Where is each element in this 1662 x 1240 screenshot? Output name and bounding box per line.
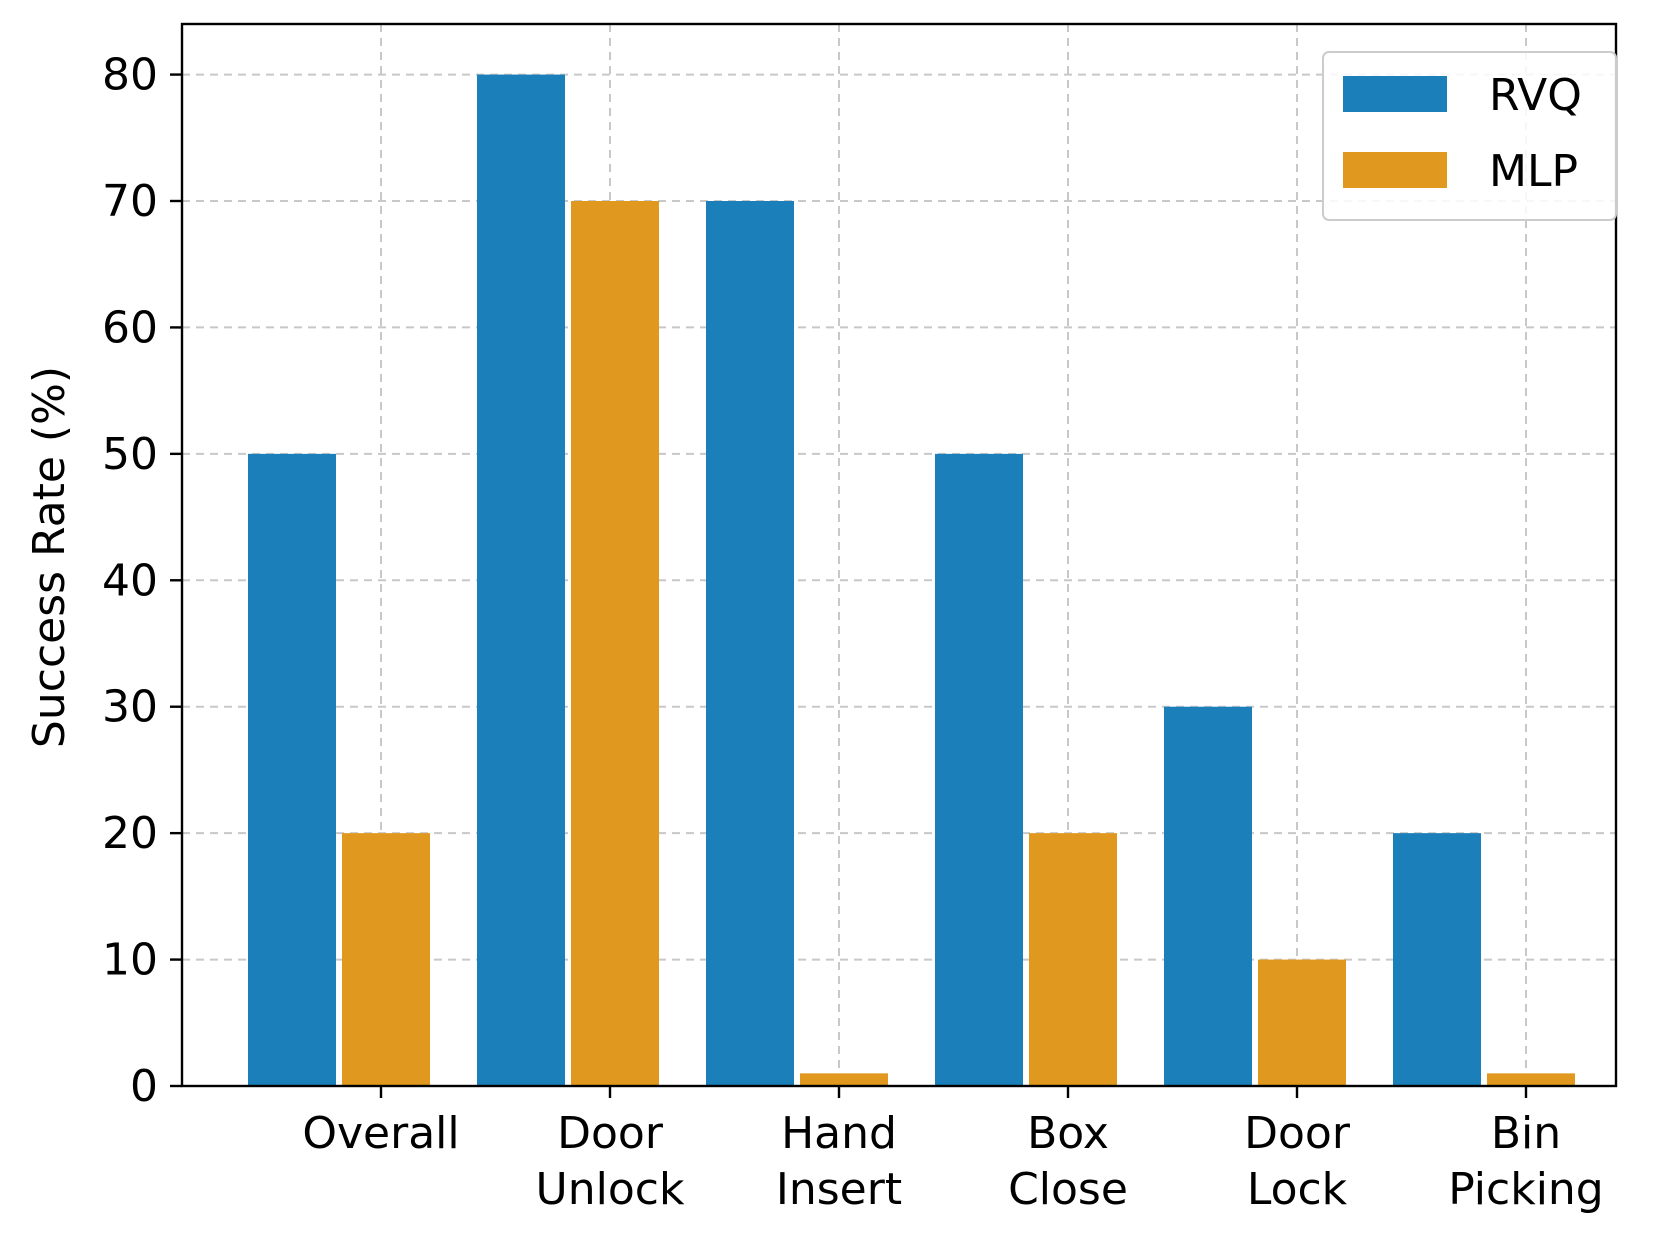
- bar-mlp-2: [571, 201, 659, 1086]
- y-tick-label: 10: [102, 935, 158, 986]
- x-tick-label: Door: [1244, 1108, 1351, 1159]
- legend-swatch-mlp: [1343, 152, 1447, 188]
- y-tick-label: 60: [102, 302, 158, 353]
- bar-mlp-1: [342, 833, 430, 1086]
- legend-label-mlp: MLP: [1489, 146, 1578, 197]
- y-tick-label: 0: [130, 1061, 158, 1112]
- x-tick-label: Unlock: [536, 1164, 685, 1215]
- x-tick-label: Bin: [1491, 1108, 1561, 1159]
- bar-rvq-5: [1164, 706, 1252, 1086]
- y-tick-label: 30: [102, 682, 158, 733]
- plot-frame: [180, 22, 1618, 1088]
- x-tick-label: Picking: [1448, 1164, 1604, 1215]
- bar-mlp-6: [1487, 1073, 1575, 1086]
- y-tick-label: 70: [102, 176, 158, 227]
- x-tick-label: Hand: [781, 1108, 897, 1159]
- x-tick-label: Close: [1008, 1164, 1128, 1215]
- bar-mlp-4: [1029, 833, 1117, 1086]
- x-tick-label: Lock: [1247, 1164, 1348, 1215]
- bar-mlp-3: [800, 1073, 888, 1086]
- bar-rvq-3: [706, 201, 794, 1086]
- x-tick-label: Insert: [776, 1164, 902, 1215]
- bar-mlp-5: [1258, 959, 1346, 1086]
- axes-layer: [180, 22, 1618, 1088]
- bar-rvq-1: [248, 453, 336, 1086]
- x-tick-label: Box: [1027, 1108, 1109, 1159]
- y-tick-label: 50: [102, 429, 158, 480]
- legend-label-rvq: RVQ: [1489, 70, 1582, 121]
- x-tick-label: Door: [557, 1108, 664, 1159]
- legend: RVQ MLP: [1322, 51, 1617, 221]
- y-axis-label: Success Rate (%): [24, 366, 75, 748]
- y-tick-label: 80: [102, 50, 158, 101]
- bar-rvq-4: [935, 453, 1023, 1086]
- bar-rvq-2: [477, 74, 565, 1087]
- legend-swatch-rvq: [1343, 76, 1447, 112]
- x-tick-label: Overall: [302, 1108, 459, 1159]
- bars-layer: [248, 74, 1575, 1087]
- bar-rvq-6: [1393, 833, 1481, 1086]
- y-tick-label: 40: [102, 555, 158, 606]
- y-tick-label: 20: [102, 808, 158, 859]
